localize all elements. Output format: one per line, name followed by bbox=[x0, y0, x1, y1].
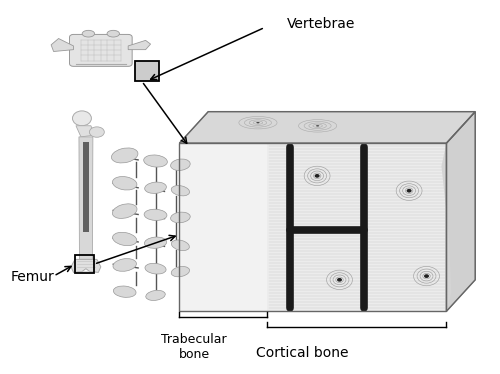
Ellipse shape bbox=[90, 127, 104, 137]
Ellipse shape bbox=[107, 30, 120, 37]
Circle shape bbox=[424, 274, 429, 278]
Polygon shape bbox=[180, 112, 475, 143]
Polygon shape bbox=[51, 39, 74, 52]
Circle shape bbox=[337, 278, 342, 282]
Bar bbox=[268, 143, 446, 312]
Ellipse shape bbox=[256, 122, 260, 123]
Ellipse shape bbox=[144, 155, 168, 167]
Ellipse shape bbox=[316, 125, 319, 126]
Polygon shape bbox=[83, 142, 89, 232]
Ellipse shape bbox=[170, 212, 190, 223]
Ellipse shape bbox=[172, 240, 190, 251]
Ellipse shape bbox=[144, 237, 167, 248]
Text: Femur: Femur bbox=[10, 270, 54, 284]
Polygon shape bbox=[71, 260, 101, 272]
Ellipse shape bbox=[144, 182, 167, 193]
Ellipse shape bbox=[171, 186, 190, 196]
Bar bbox=[180, 143, 446, 312]
Ellipse shape bbox=[112, 232, 137, 246]
Ellipse shape bbox=[114, 286, 136, 297]
Polygon shape bbox=[446, 112, 475, 312]
Ellipse shape bbox=[112, 177, 137, 190]
Polygon shape bbox=[128, 40, 150, 50]
Ellipse shape bbox=[145, 263, 166, 274]
FancyBboxPatch shape bbox=[70, 34, 132, 66]
Ellipse shape bbox=[146, 290, 166, 300]
Bar bbox=[75, 255, 94, 273]
Ellipse shape bbox=[112, 204, 137, 218]
Ellipse shape bbox=[144, 209, 167, 220]
Text: Cortical bone: Cortical bone bbox=[256, 346, 348, 360]
Polygon shape bbox=[76, 126, 95, 137]
Circle shape bbox=[406, 189, 412, 193]
Text: Vertebrae: Vertebrae bbox=[288, 18, 356, 31]
Bar bbox=[180, 143, 446, 312]
Text: Trabecular
bone: Trabecular bone bbox=[162, 332, 227, 361]
Bar bbox=[134, 61, 158, 81]
Polygon shape bbox=[442, 143, 452, 312]
Ellipse shape bbox=[112, 148, 138, 163]
Polygon shape bbox=[79, 137, 93, 260]
Ellipse shape bbox=[171, 267, 190, 277]
Ellipse shape bbox=[113, 258, 136, 271]
Ellipse shape bbox=[72, 111, 92, 126]
Ellipse shape bbox=[170, 159, 190, 171]
Ellipse shape bbox=[82, 30, 94, 37]
Circle shape bbox=[314, 174, 320, 178]
